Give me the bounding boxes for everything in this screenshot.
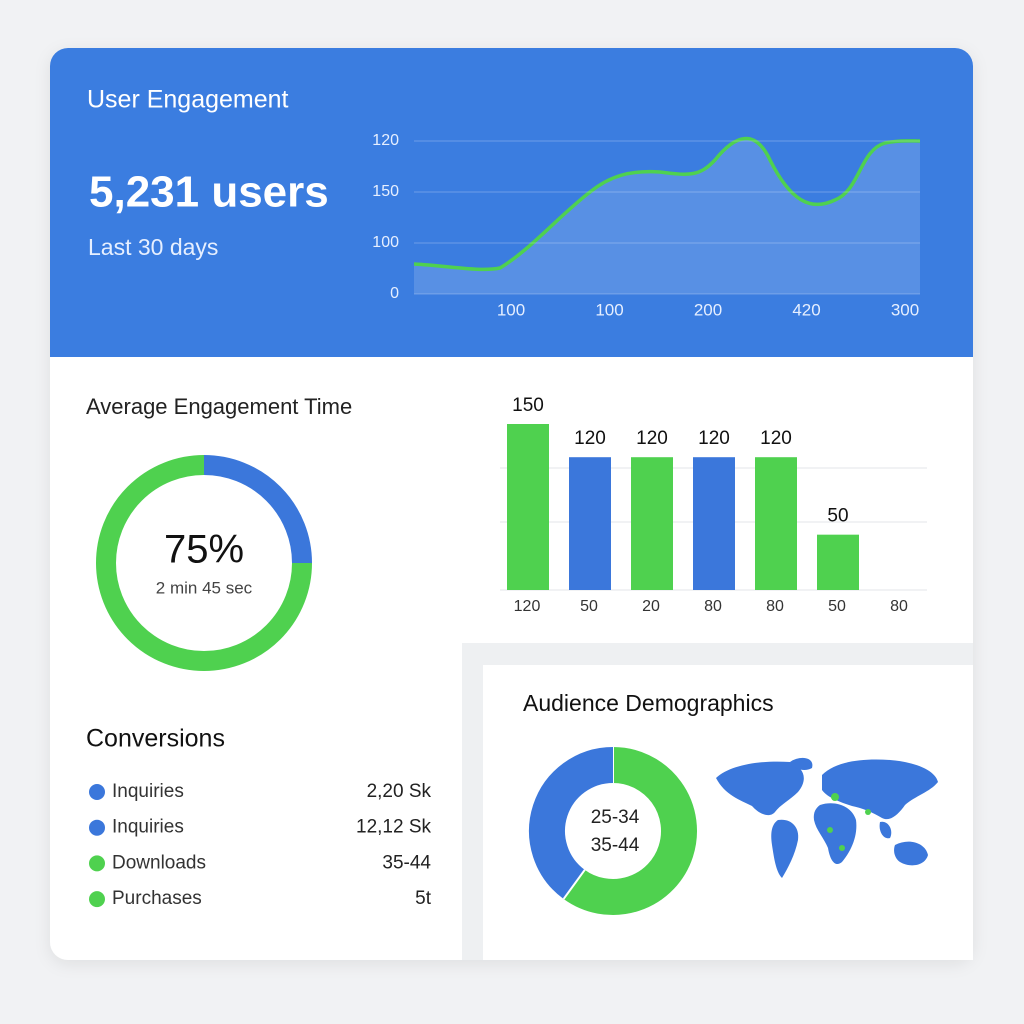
bar-value-label: 50: [827, 506, 848, 527]
line-area: [414, 138, 920, 294]
ring-value: [96, 455, 312, 671]
x-tick-label: 50: [580, 598, 598, 615]
section-title: Audience Demographics: [523, 690, 774, 716]
bar-value-label: 120: [636, 428, 668, 449]
donut-segment: [529, 747, 614, 899]
bar: [817, 534, 859, 590]
x-tick-label: 420: [792, 300, 820, 319]
bar-value-label: 150: [512, 395, 544, 416]
x-tick-label: 20: [642, 598, 660, 615]
x-tick-label: 80: [766, 598, 784, 615]
x-tick-label: 50: [828, 598, 846, 615]
x-tick-label: 100: [595, 300, 623, 319]
segment-label: 35-44: [591, 835, 640, 856]
ring-remainder: [203, 455, 312, 564]
segment-label: 25-34: [591, 807, 640, 828]
bar: [507, 424, 549, 590]
bar-value-label: 120: [760, 428, 792, 449]
bar: [693, 457, 735, 590]
header-panel: [50, 48, 973, 357]
y-tick-label: 100: [372, 234, 399, 251]
section-title: Average Engagement Time: [86, 394, 352, 419]
x-tick-label: 80: [890, 598, 908, 615]
section-title: Conversions: [86, 725, 225, 753]
bar-value-label: 120: [574, 428, 606, 449]
segment-divider: [562, 869, 586, 900]
donut-segment: [563, 747, 697, 915]
y-tick-label: 0: [390, 285, 399, 302]
item-name: Inquiries: [112, 781, 184, 802]
item-name: Inquiries: [112, 817, 184, 838]
duration: 2 min 45 sec: [156, 578, 253, 597]
x-tick-label: 300: [891, 300, 919, 319]
bar-value-label: 120: [698, 428, 730, 449]
item-name: Downloads: [112, 852, 206, 873]
header-title: User Engagement: [87, 86, 289, 114]
item-value: 5t: [415, 888, 432, 909]
item-value: 2,20 Sk: [367, 781, 432, 802]
legend-dot: [89, 784, 105, 800]
x-tick-label: 200: [694, 300, 722, 319]
percent-label: 75%: [164, 528, 244, 572]
engagement-line: [413, 136, 921, 272]
legend-dot: [89, 819, 105, 836]
bar: [631, 457, 673, 590]
item-value: 35-44: [382, 852, 431, 873]
legend-dot: [89, 855, 105, 872]
y-tick-label: 120: [372, 132, 399, 149]
legend-dot: [89, 891, 105, 908]
item-name: Purchases: [112, 888, 202, 909]
total-users: 5,231 users: [89, 168, 329, 217]
x-tick-label: 120: [514, 598, 541, 615]
bar: [755, 457, 797, 590]
map-markers: [827, 793, 871, 851]
x-tick-label: 80: [704, 598, 722, 615]
bar: [569, 457, 611, 590]
period: Last 30 days: [88, 234, 218, 260]
item-value: 12,12 Sk: [356, 817, 431, 838]
y-tick-label: 150: [372, 183, 399, 200]
x-tick-label: 100: [497, 300, 525, 319]
world-map: [716, 757, 938, 878]
